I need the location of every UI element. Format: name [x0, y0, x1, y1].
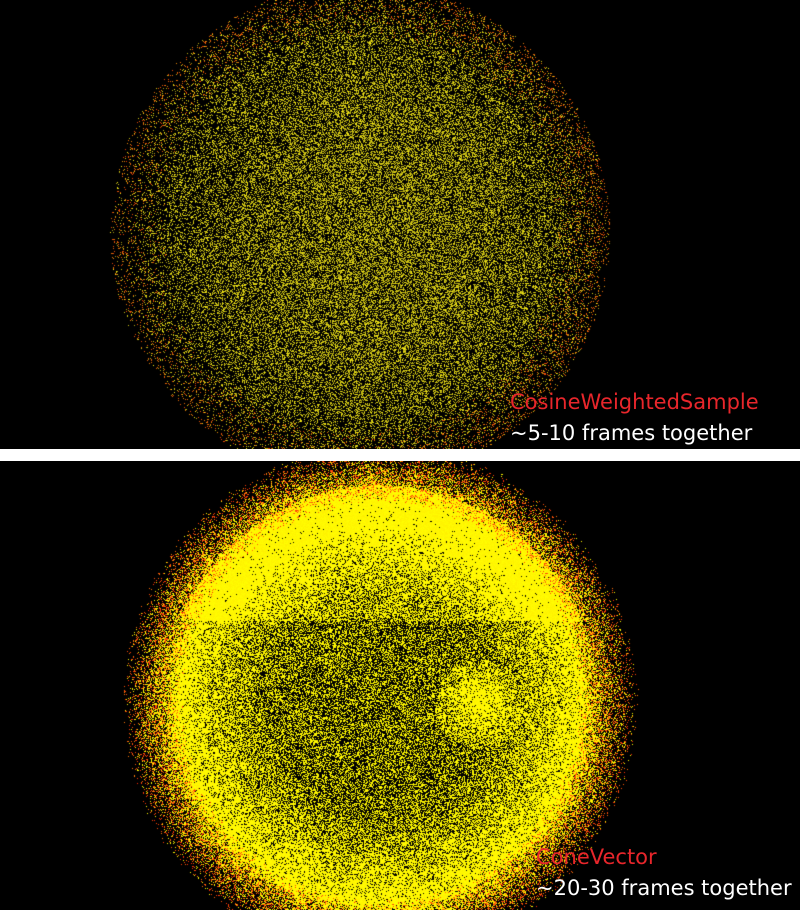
method-label: CosineWeightedSample	[510, 390, 759, 414]
cone-vector-render: ConeVector ~20-30 frames together	[0, 461, 800, 910]
cosine-weighted-render: CosineWeightedSample ~5-10 frames togeth…	[0, 0, 800, 449]
noisy-sphere-render-image	[0, 0, 800, 449]
method-label: ConeVector	[536, 845, 657, 869]
noisy-sphere-render-image	[0, 461, 800, 910]
frames-note: ~5-10 frames together	[510, 421, 753, 445]
frames-note: ~20-30 frames together	[536, 876, 792, 900]
